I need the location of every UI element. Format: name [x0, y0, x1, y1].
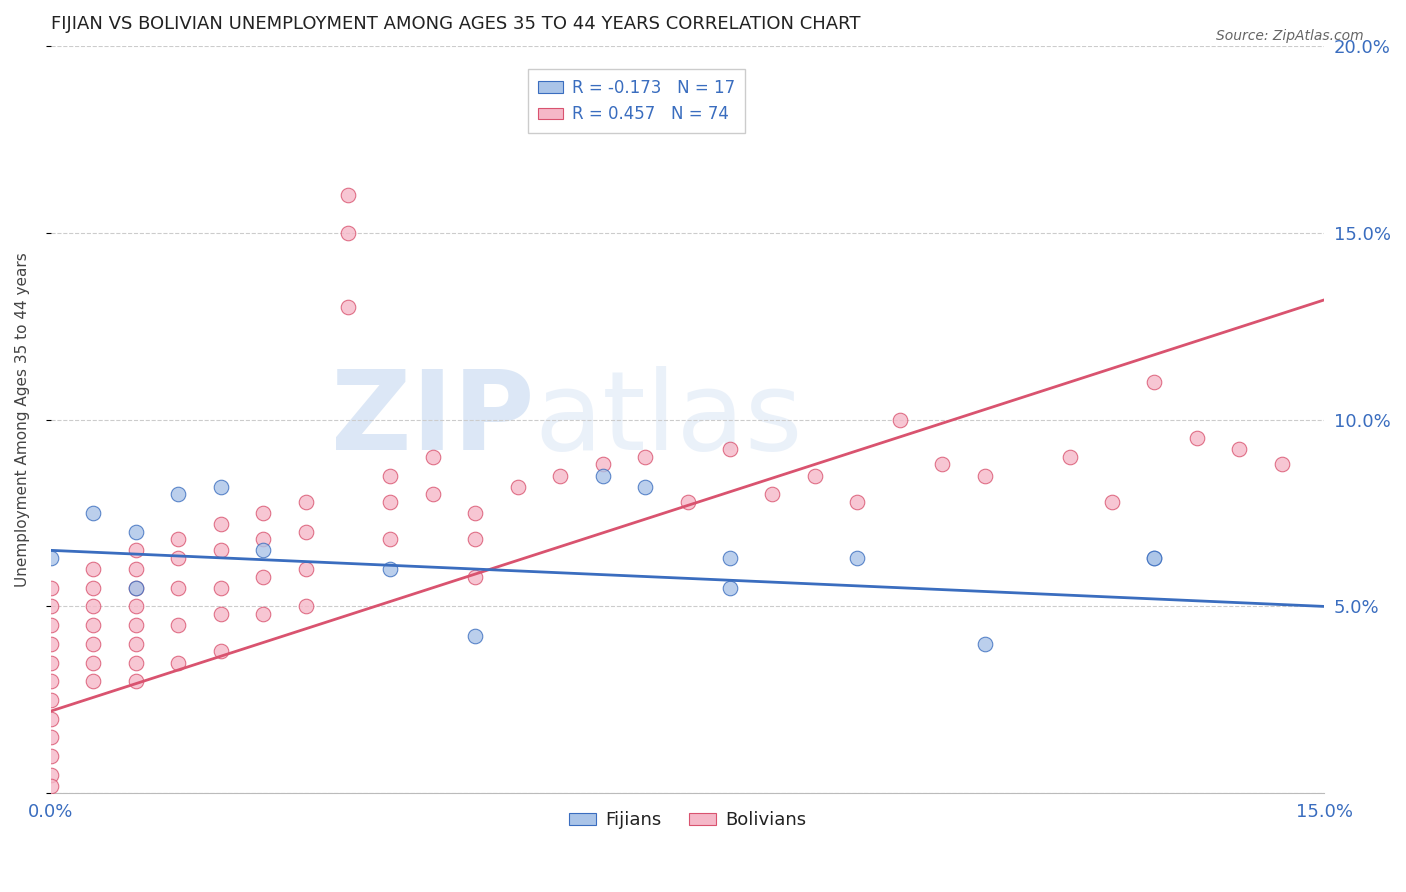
Point: [804, 468, 827, 483]
Point: [592, 458, 614, 472]
Point: [82, 618, 104, 632]
Point: [380, 532, 402, 546]
Point: [931, 458, 953, 472]
Point: [718, 550, 741, 565]
Point: [39, 581, 62, 595]
Point: [422, 487, 444, 501]
Point: [39, 779, 62, 793]
Point: [125, 674, 148, 689]
Point: [1185, 431, 1208, 445]
Point: [1271, 458, 1294, 472]
Point: [422, 450, 444, 464]
Point: [39, 550, 62, 565]
Point: [125, 618, 148, 632]
Point: [1101, 495, 1123, 509]
Point: [39, 618, 62, 632]
Point: [167, 618, 190, 632]
Point: [634, 480, 657, 494]
Point: [39, 693, 62, 707]
Point: [167, 532, 190, 546]
Point: [761, 487, 783, 501]
Point: [125, 637, 148, 651]
Point: [209, 607, 232, 621]
Point: [506, 480, 529, 494]
Point: [125, 524, 148, 539]
Text: FIJIAN VS BOLIVIAN UNEMPLOYMENT AMONG AGES 35 TO 44 YEARS CORRELATION CHART: FIJIAN VS BOLIVIAN UNEMPLOYMENT AMONG AG…: [51, 15, 860, 33]
Point: [125, 581, 148, 595]
Point: [167, 487, 190, 501]
Point: [973, 468, 995, 483]
Point: [82, 581, 104, 595]
Point: [336, 226, 359, 240]
Point: [1059, 450, 1081, 464]
Point: [336, 301, 359, 315]
Point: [676, 495, 699, 509]
Point: [846, 495, 869, 509]
Point: [82, 562, 104, 576]
Point: [252, 532, 274, 546]
Point: [464, 506, 486, 520]
Point: [39, 637, 62, 651]
Point: [1143, 375, 1166, 389]
Point: [252, 569, 274, 583]
Point: [39, 712, 62, 726]
Point: [634, 450, 657, 464]
Point: [82, 674, 104, 689]
Point: [209, 644, 232, 658]
Point: [889, 412, 911, 426]
Point: [380, 495, 402, 509]
Point: [125, 656, 148, 670]
Point: [209, 480, 232, 494]
Point: [39, 748, 62, 763]
Point: [380, 562, 402, 576]
Point: [125, 562, 148, 576]
Point: [39, 599, 62, 614]
Point: [1143, 550, 1166, 565]
Point: [125, 543, 148, 558]
Legend: Fijians, Bolivians: Fijians, Bolivians: [562, 805, 813, 837]
Point: [294, 495, 316, 509]
Point: [39, 767, 62, 781]
Text: ZIP: ZIP: [332, 366, 534, 473]
Point: [336, 188, 359, 202]
Point: [846, 550, 869, 565]
Text: Source: ZipAtlas.com: Source: ZipAtlas.com: [1216, 29, 1364, 44]
Point: [464, 629, 486, 643]
Point: [252, 607, 274, 621]
Point: [39, 731, 62, 745]
Point: [167, 656, 190, 670]
Point: [294, 599, 316, 614]
Point: [39, 674, 62, 689]
Point: [167, 581, 190, 595]
Point: [1143, 550, 1166, 565]
Point: [548, 468, 571, 483]
Point: [294, 562, 316, 576]
Point: [209, 517, 232, 532]
Point: [39, 656, 62, 670]
Point: [209, 581, 232, 595]
Point: [252, 506, 274, 520]
Point: [82, 637, 104, 651]
Point: [464, 569, 486, 583]
Point: [380, 468, 402, 483]
Point: [125, 599, 148, 614]
Point: [82, 656, 104, 670]
Point: [718, 581, 741, 595]
Point: [592, 468, 614, 483]
Y-axis label: Unemployment Among Ages 35 to 44 years: Unemployment Among Ages 35 to 44 years: [15, 252, 30, 587]
Point: [973, 637, 995, 651]
Point: [209, 543, 232, 558]
Point: [464, 532, 486, 546]
Point: [294, 524, 316, 539]
Point: [82, 506, 104, 520]
Point: [252, 543, 274, 558]
Point: [718, 442, 741, 457]
Text: atlas: atlas: [534, 366, 803, 473]
Point: [125, 581, 148, 595]
Point: [167, 550, 190, 565]
Point: [82, 599, 104, 614]
Point: [1227, 442, 1250, 457]
